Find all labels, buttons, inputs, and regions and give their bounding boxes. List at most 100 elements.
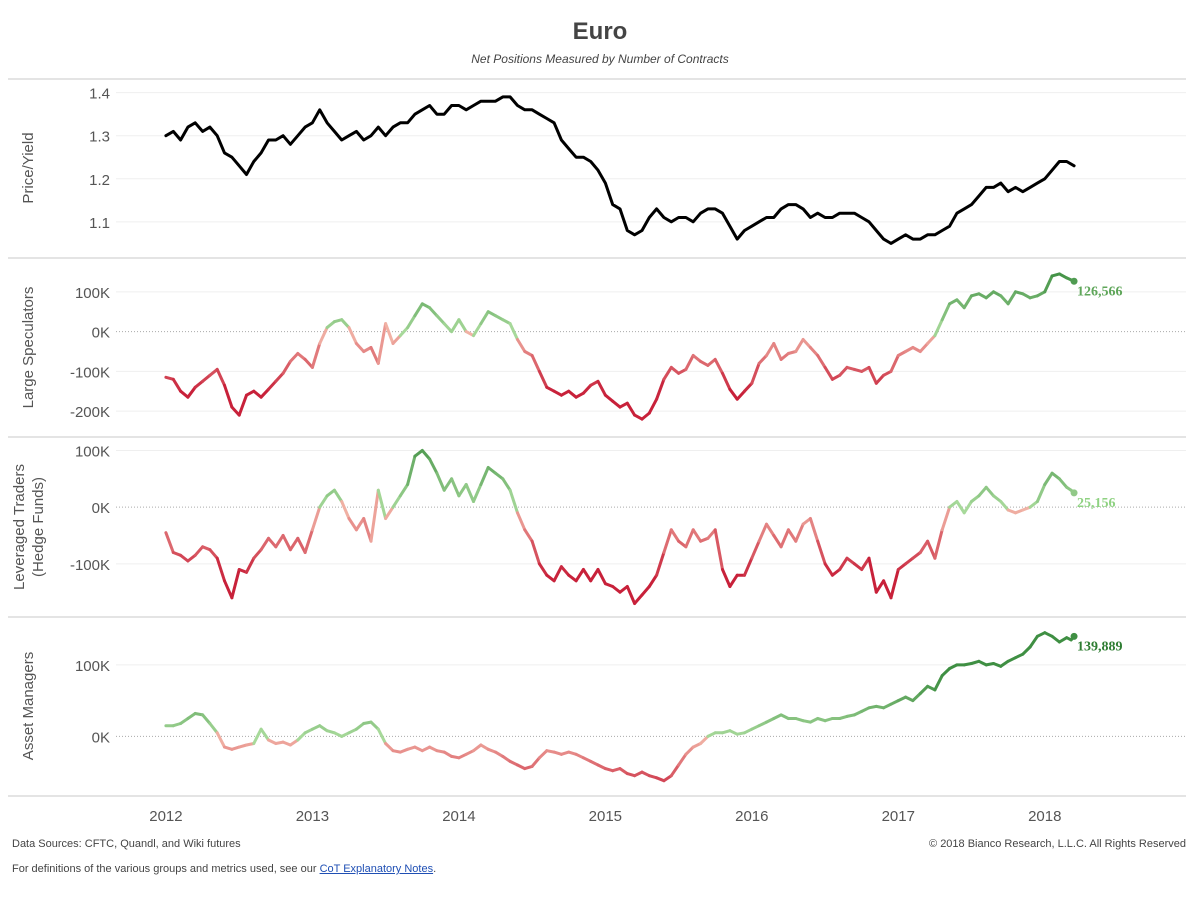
series-segment (611, 585, 622, 594)
series-segment (347, 517, 358, 532)
y-tick-label: 1.1 (89, 215, 110, 232)
chart-area: 1.1 1.2 1.3 1.4 Price/Yield 100K 0K -100K -200K L… (8, 78, 1186, 825)
series-segment (179, 389, 190, 399)
series-segment (772, 534, 783, 549)
series-segment (530, 756, 541, 768)
series-segment (523, 528, 534, 543)
series-segment (852, 562, 864, 571)
series-segment (581, 383, 593, 395)
series-segment (274, 534, 285, 549)
series-segment (318, 326, 329, 345)
series-segment (354, 722, 366, 731)
series-segment (362, 517, 373, 543)
series-segment (684, 745, 695, 756)
series-segment (596, 379, 607, 397)
series-segment (450, 318, 461, 334)
series-segment (325, 320, 336, 330)
series-segment (391, 494, 402, 509)
y-tick-label: 0K (92, 325, 110, 342)
series-segment (552, 565, 563, 583)
cot-notes-link[interactable]: CoT Explanatory Notes (319, 863, 434, 875)
series-segment (918, 684, 930, 695)
series-segment (867, 365, 878, 385)
series-segment (669, 763, 681, 778)
series-segment (281, 534, 292, 552)
series-segment (435, 314, 446, 326)
y-tick-label: -100K (70, 364, 110, 381)
series-segment (215, 731, 226, 749)
series-segment (669, 365, 681, 375)
series-segment (164, 531, 175, 554)
series-segment (713, 357, 724, 375)
series-segment (889, 354, 900, 373)
series-segment (340, 318, 351, 330)
series-segment (589, 568, 600, 583)
series-segment (193, 545, 205, 557)
series-segment (1043, 471, 1054, 486)
series-segment (347, 326, 358, 345)
end-value-label: 25,156 (1077, 496, 1116, 511)
y-axis-label: Leveraged Traders (11, 464, 28, 590)
series-segment (889, 568, 900, 600)
series-segment (296, 731, 307, 742)
series-segment (1006, 290, 1017, 306)
series-segment (230, 405, 241, 417)
series-segment (215, 367, 226, 387)
x-tick-label: 2013 (296, 808, 329, 825)
series-segment (530, 354, 541, 373)
series-segment (376, 488, 388, 520)
definitions-prefix: For definitions of the various groups an… (12, 863, 320, 875)
series-segment (970, 494, 981, 503)
series-segment (369, 488, 380, 543)
series-segment (223, 579, 234, 600)
series-segment (479, 466, 490, 486)
series-segment (252, 727, 263, 745)
series-segment (808, 517, 820, 543)
series-segment (428, 457, 439, 475)
series-segment (1028, 634, 1039, 649)
series-segment (1057, 477, 1069, 489)
series-segment (918, 342, 930, 353)
series-segment (816, 539, 827, 566)
series-segment (288, 536, 300, 552)
series-segment (201, 713, 212, 725)
series-segment (369, 346, 380, 365)
series-segment (684, 354, 695, 371)
y-tick-label: 100K (75, 658, 110, 675)
series-segment (310, 342, 322, 369)
series-segment (1035, 483, 1047, 503)
series-segment (662, 365, 673, 381)
series-segment (310, 505, 322, 532)
series-segment (765, 342, 776, 357)
series-segment (376, 727, 388, 745)
series-segment (728, 573, 739, 588)
series-segment (750, 539, 761, 560)
series-segment (926, 334, 937, 345)
series-segment (567, 389, 578, 399)
series-segment (845, 556, 856, 566)
series-segment (223, 383, 234, 409)
series-segment (354, 517, 366, 532)
series-segment (1050, 634, 1061, 644)
series-segment (603, 393, 615, 403)
y-tick-label: 1.2 (89, 172, 110, 189)
series-segment (296, 352, 307, 361)
series-segment (801, 338, 812, 349)
series-segment (999, 500, 1010, 512)
definitions-note: For definitions of the various groups an… (12, 863, 436, 875)
series-segment (867, 556, 878, 594)
y-tick-label: 100K (75, 444, 110, 461)
series-segment (669, 528, 681, 543)
series-segment (208, 548, 219, 560)
series-segment (713, 528, 724, 571)
series-segment (691, 354, 703, 363)
series-segment (911, 692, 922, 703)
series-segment (743, 381, 754, 393)
series-segment (823, 365, 834, 381)
series-segment (508, 488, 519, 515)
series-segment (721, 371, 732, 391)
series-segment (325, 488, 336, 498)
series-segment (794, 338, 805, 353)
x-tick-label: 2012 (149, 808, 182, 825)
x-tick-label: 2018 (1028, 808, 1061, 825)
